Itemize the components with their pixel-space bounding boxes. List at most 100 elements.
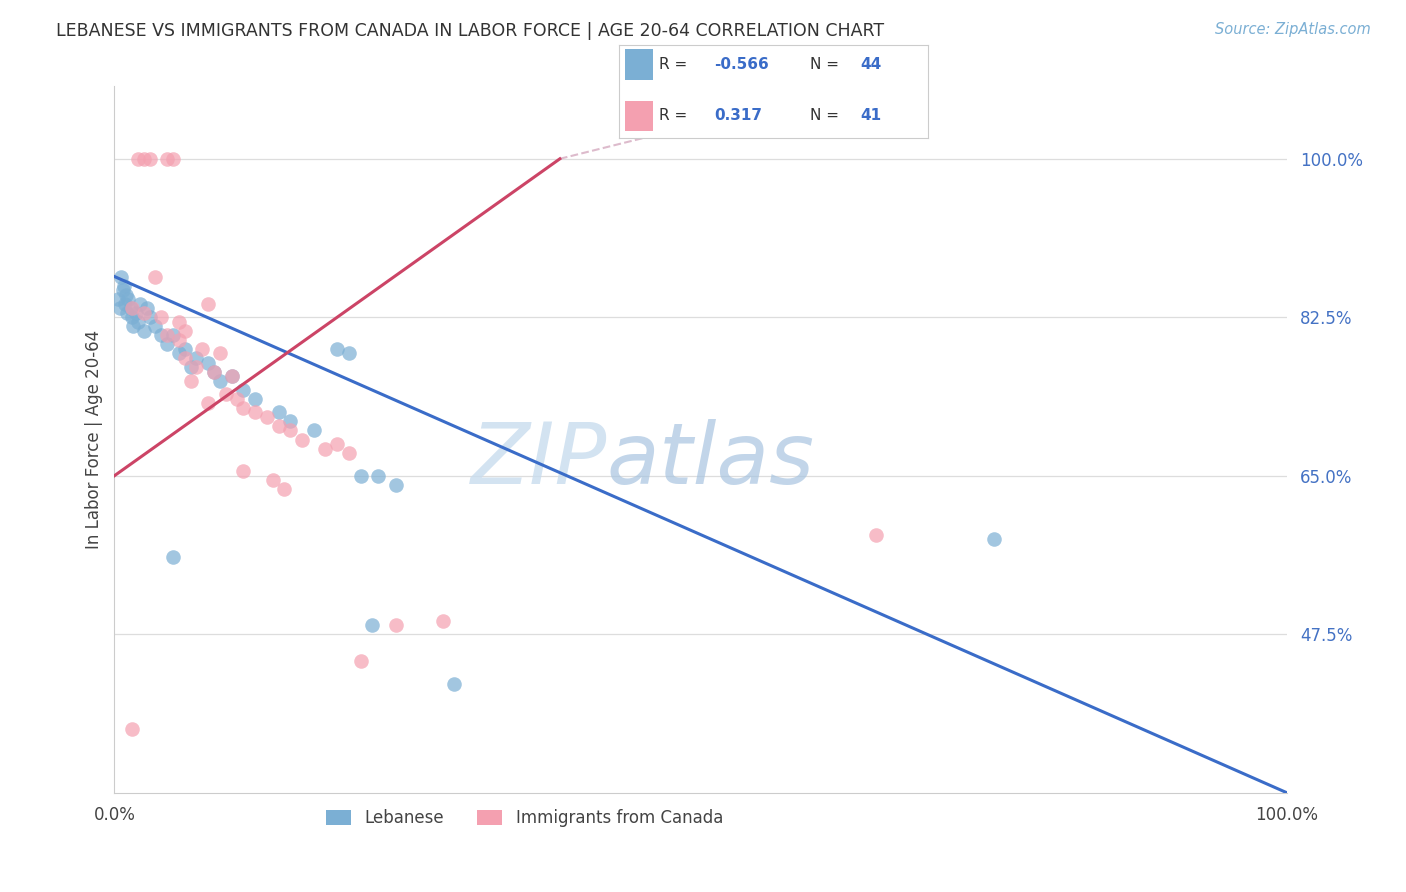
Point: [326, 437, 349, 451]
Point: [124, 306, 146, 320]
Point: [337, 446, 360, 460]
Point: [173, 342, 195, 356]
Point: [121, 301, 143, 316]
Point: [208, 346, 231, 360]
Point: [156, 328, 179, 343]
Point: [162, 550, 184, 565]
Text: -0.566: -0.566: [714, 57, 769, 72]
Point: [197, 355, 219, 369]
Text: R =: R =: [659, 108, 688, 123]
Point: [337, 346, 360, 360]
Text: LEBANESE VS IMMIGRANTS FROM CANADA IN LABOR FORCE | AGE 20-64 CORRELATION CHART: LEBANESE VS IMMIGRANTS FROM CANADA IN LA…: [56, 22, 884, 40]
Point: [226, 392, 249, 406]
Point: [232, 401, 254, 415]
Point: [361, 618, 384, 632]
Point: [232, 464, 254, 478]
Point: [138, 152, 160, 166]
Text: R =: R =: [659, 57, 688, 72]
Point: [173, 351, 195, 365]
Point: [136, 301, 159, 316]
Point: [145, 269, 167, 284]
Point: [291, 433, 314, 447]
Point: [120, 301, 142, 316]
Point: [112, 278, 135, 293]
Point: [162, 328, 184, 343]
Point: [221, 369, 243, 384]
Point: [367, 468, 389, 483]
Point: [191, 342, 214, 356]
Point: [132, 324, 155, 338]
Point: [121, 310, 143, 325]
Point: [262, 473, 284, 487]
Point: [202, 365, 225, 379]
Point: [138, 310, 160, 325]
Text: 41: 41: [860, 108, 882, 123]
Text: N =: N =: [810, 108, 839, 123]
Point: [110, 269, 132, 284]
Point: [186, 360, 208, 375]
Point: [121, 723, 143, 737]
Point: [117, 306, 139, 320]
Point: [115, 287, 138, 301]
Point: [384, 618, 406, 632]
Point: [384, 477, 406, 491]
Point: [129, 296, 152, 310]
Point: [243, 392, 266, 406]
Point: [349, 468, 371, 483]
Point: [180, 374, 202, 388]
Text: ZIP: ZIP: [471, 419, 607, 502]
Legend: Lebanese, Immigrants from Canada: Lebanese, Immigrants from Canada: [319, 803, 730, 834]
Point: [173, 324, 195, 338]
Point: [278, 424, 301, 438]
Point: [349, 654, 371, 668]
Point: [114, 296, 136, 310]
Point: [865, 527, 887, 541]
Point: [197, 396, 219, 410]
Point: [107, 292, 129, 306]
Point: [156, 337, 179, 351]
Point: [326, 342, 349, 356]
Point: [127, 152, 149, 166]
Y-axis label: In Labor Force | Age 20-64: In Labor Force | Age 20-64: [86, 330, 103, 549]
Point: [243, 405, 266, 419]
Point: [197, 296, 219, 310]
Point: [110, 301, 132, 316]
Point: [111, 283, 134, 297]
Point: [167, 333, 190, 347]
Bar: [624, 101, 652, 131]
Point: [273, 483, 295, 497]
Point: [314, 442, 336, 456]
Point: [267, 418, 290, 433]
Point: [232, 383, 254, 397]
Text: 0.317: 0.317: [714, 108, 762, 123]
Point: [180, 360, 202, 375]
Point: [186, 351, 208, 365]
Point: [150, 328, 173, 343]
Point: [156, 152, 179, 166]
Text: atlas: atlas: [607, 419, 814, 502]
Point: [221, 369, 243, 384]
Point: [132, 306, 155, 320]
Point: [167, 315, 190, 329]
Text: 44: 44: [860, 57, 882, 72]
Point: [256, 409, 278, 424]
Point: [267, 405, 290, 419]
Point: [127, 315, 149, 329]
Bar: [624, 49, 652, 79]
Point: [278, 414, 301, 428]
Point: [145, 319, 167, 334]
Point: [132, 152, 155, 166]
Point: [167, 346, 190, 360]
Point: [983, 532, 1005, 546]
Point: [122, 319, 145, 334]
Point: [443, 677, 465, 691]
Point: [302, 424, 325, 438]
Point: [432, 614, 454, 628]
Point: [215, 387, 238, 401]
Point: [150, 310, 173, 325]
Point: [208, 374, 231, 388]
Text: Source: ZipAtlas.com: Source: ZipAtlas.com: [1215, 22, 1371, 37]
Point: [202, 365, 225, 379]
Point: [162, 152, 184, 166]
Point: [117, 292, 139, 306]
